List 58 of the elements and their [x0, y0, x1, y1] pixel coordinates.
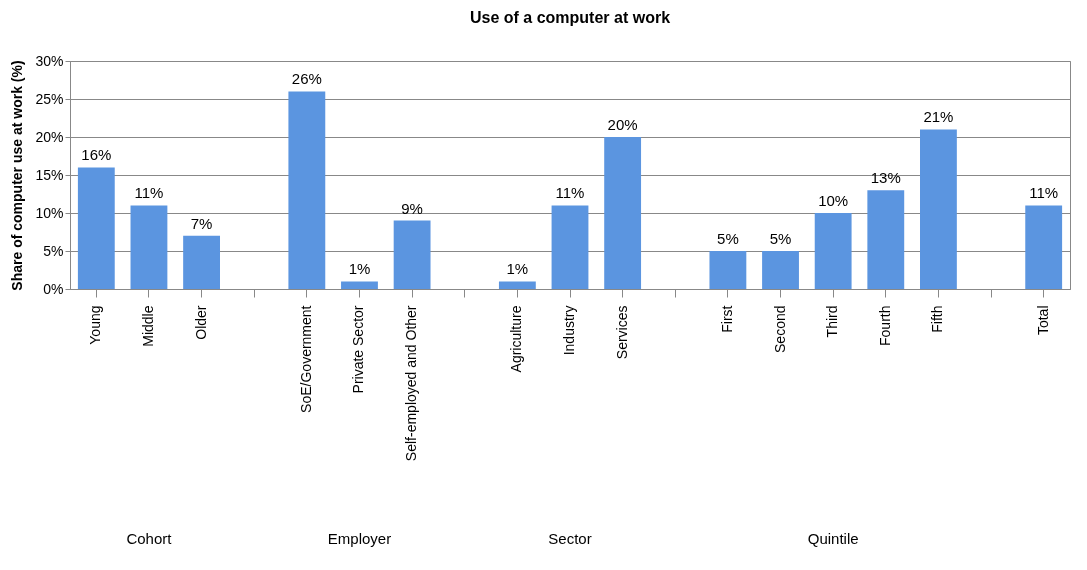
x-tick-label: Third — [824, 305, 841, 338]
y-tick-label: 30% — [35, 52, 64, 69]
bar — [130, 205, 168, 289]
x-tick-label: First — [718, 305, 735, 333]
x-tick-label: Agriculture — [508, 305, 525, 373]
bar — [920, 129, 957, 289]
x-tick-label: SoE/Government — [297, 305, 314, 413]
bar — [288, 91, 326, 289]
bar — [762, 251, 799, 289]
data-label: 5% — [717, 230, 739, 247]
x-tick-label: Self-employed and Other — [403, 305, 420, 462]
data-label: 20% — [607, 116, 638, 133]
y-axis-title: Share of computer use at work (%) — [9, 60, 26, 291]
data-label: 10% — [818, 192, 849, 209]
data-label: 7% — [190, 214, 213, 232]
chart-title: Use of a computer at work — [469, 9, 671, 26]
bar — [77, 167, 115, 289]
text: Employer — [327, 530, 392, 547]
y-tick-label: 25% — [35, 90, 64, 107]
x-tick-label: Fifth — [929, 305, 946, 333]
x-tick-label: Fourth — [876, 305, 893, 346]
bar — [1025, 205, 1063, 289]
x-tick-label: Young — [87, 305, 104, 345]
data-label: 13% — [870, 169, 901, 187]
x-tick-label: Industry — [561, 305, 577, 356]
data-label: 5% — [769, 230, 792, 247]
y-tick-label: 5% — [43, 242, 64, 259]
x-tick-label: Services — [613, 305, 630, 360]
bar — [604, 137, 642, 289]
data-label: 16% — [81, 146, 112, 164]
data-label: 21% — [923, 108, 954, 126]
data-label: 1% — [506, 260, 529, 278]
x-tick-label: Private Sector — [350, 305, 367, 394]
data-label: 1% — [348, 260, 371, 278]
x-tick-label: Total — [1034, 305, 1051, 336]
bar — [709, 251, 747, 289]
bar — [341, 281, 378, 289]
y-tick-label: 20% — [35, 128, 64, 145]
y-tick-label: 10% — [35, 204, 64, 221]
data-label: 9% — [401, 199, 423, 217]
data-label: 11% — [555, 184, 585, 202]
x-tick-label: Second — [771, 305, 788, 353]
data-label: 11% — [1029, 184, 1059, 202]
bar — [393, 220, 431, 289]
data-label: 26% — [291, 70, 322, 88]
data-label: 11% — [134, 184, 164, 202]
bar — [183, 235, 220, 289]
y-tick-label: 0% — [43, 280, 64, 297]
bar — [867, 190, 905, 289]
bar — [498, 281, 536, 289]
x-tick-label: Older — [192, 305, 209, 340]
y-tick-label: 15% — [35, 166, 64, 183]
x-tick-label: Middle — [139, 305, 156, 347]
bar — [551, 205, 589, 289]
text: Quintile — [807, 530, 859, 547]
text: Sector — [548, 530, 592, 547]
text: Cohort — [126, 530, 173, 547]
bar — [814, 213, 852, 289]
